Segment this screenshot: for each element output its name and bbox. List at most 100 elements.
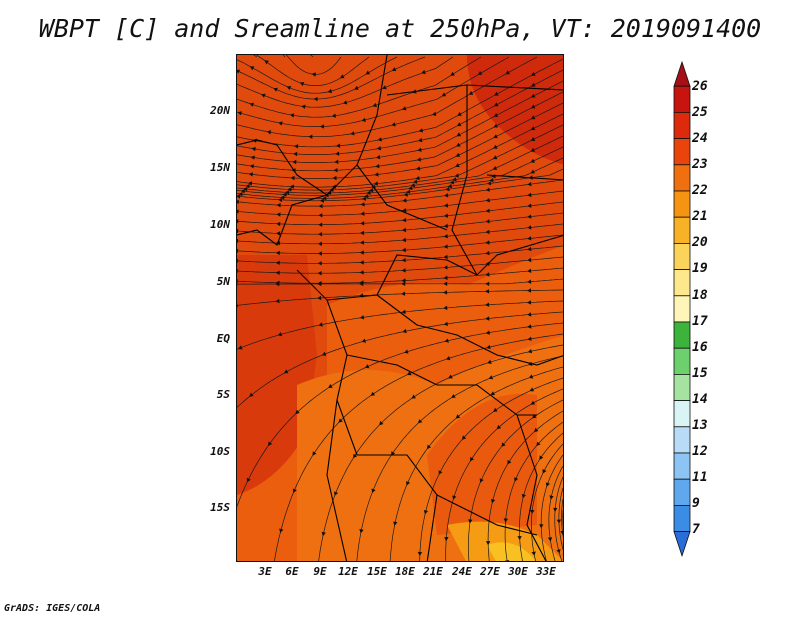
streamline-arrow xyxy=(249,66,255,71)
streamline-arrow xyxy=(321,351,327,356)
streamline-arrow xyxy=(503,518,508,523)
streamline-arrow xyxy=(443,321,448,326)
streamline-arrow xyxy=(360,230,365,236)
streamline xyxy=(318,344,563,561)
country-border xyxy=(376,294,563,366)
streamline-arrow xyxy=(238,192,243,197)
streamline-arrow xyxy=(372,102,377,108)
streamline-arrow xyxy=(479,478,484,483)
streamline-arrow xyxy=(293,151,298,157)
colorbar-swatch xyxy=(673,60,691,87)
streamline-arrow xyxy=(401,237,406,243)
country-border xyxy=(356,164,448,231)
streamline-arrow xyxy=(243,186,248,192)
streamline-arrow xyxy=(485,281,490,286)
streamline-arrow xyxy=(406,371,412,376)
streamline-arrow xyxy=(501,442,506,447)
streamline xyxy=(310,55,314,58)
streamline-arrow xyxy=(527,181,532,187)
colorbar-swatch xyxy=(673,190,691,218)
streamline xyxy=(562,532,563,535)
streamline-arrow xyxy=(443,234,448,239)
colorbar-label-16: 16 xyxy=(692,340,708,355)
streamline-arrow xyxy=(547,537,553,542)
streamline-arrow xyxy=(504,560,510,561)
chart-title: WBPT [C] and Sreamline at 250hPa, VT: 20… xyxy=(38,14,762,43)
streamline-arrow xyxy=(295,409,300,415)
streamline-arrow xyxy=(452,495,457,500)
streamline-arrow xyxy=(449,180,455,185)
colorbar-swatch xyxy=(673,426,691,454)
streamline xyxy=(237,322,563,508)
streamline xyxy=(237,80,563,163)
streamline-arrow xyxy=(485,198,490,203)
streamline-arrow xyxy=(364,194,369,199)
streamline-arrow xyxy=(494,91,499,96)
streamline-arrow xyxy=(454,173,459,178)
streamline-arrow xyxy=(266,130,272,135)
streamline-arrow xyxy=(417,147,422,152)
streamline-arrow xyxy=(353,453,358,459)
streamline-arrow xyxy=(527,312,532,317)
country-border xyxy=(237,55,388,246)
country-border xyxy=(516,414,547,561)
streamline-arrow xyxy=(527,257,532,263)
streamline-arrow xyxy=(290,175,295,181)
streamline-arrow xyxy=(359,315,365,320)
streamline-arrow xyxy=(488,375,494,380)
streamline xyxy=(237,256,563,274)
colorbar-swatch xyxy=(673,295,691,323)
colorbar-swatch xyxy=(673,400,691,428)
streamline-arrow xyxy=(457,111,462,116)
streamline-arrow xyxy=(359,281,364,287)
streamline-arrow xyxy=(311,72,316,77)
colorbar-swatch xyxy=(673,164,691,192)
streamline-arrow xyxy=(331,113,336,118)
streamline-arrow xyxy=(308,134,313,139)
streamline-arrow xyxy=(237,69,241,74)
colorbar-label-24: 24 xyxy=(692,131,708,146)
streamline-arrow xyxy=(237,248,238,254)
streamline-arrow xyxy=(556,519,562,524)
streamline-arrow xyxy=(443,305,448,310)
streamline-arrow xyxy=(560,530,563,535)
streamline-arrow xyxy=(492,155,498,160)
lon-label-18e: 18E xyxy=(395,565,415,578)
streamline-arrow xyxy=(335,151,340,156)
streamline-arrow xyxy=(401,291,406,296)
streamline-arrow xyxy=(369,188,374,193)
streamline xyxy=(419,377,563,561)
streamline-arrow xyxy=(468,90,474,95)
streamline xyxy=(237,179,563,207)
streamline xyxy=(561,498,563,538)
streamline-arrow xyxy=(530,158,535,163)
colorbar-swatch xyxy=(673,478,691,506)
streamline-arrow xyxy=(408,186,413,191)
streamline-arrow xyxy=(539,524,544,529)
streamline-arrow xyxy=(485,240,490,245)
streamline-arrow xyxy=(275,260,280,265)
colorbar-label-14: 14 xyxy=(692,392,708,407)
streamline xyxy=(562,543,563,545)
streamline-arrow xyxy=(461,435,467,440)
streamline-arrow xyxy=(334,159,339,164)
colorbar-label-11: 11 xyxy=(692,470,708,485)
lon-label-3e: 3E xyxy=(258,565,272,578)
streamline-arrow xyxy=(443,213,449,218)
streamline xyxy=(237,157,563,199)
streamline-arrow xyxy=(402,208,407,213)
streamline-arrow xyxy=(489,178,494,183)
streamline-arrow xyxy=(444,338,449,343)
streamline-arrow xyxy=(376,154,381,160)
streamline-arrow xyxy=(505,70,510,75)
colorbar-swatch xyxy=(673,112,691,140)
lat-label-20n: 20N xyxy=(210,104,230,117)
streamline xyxy=(237,223,563,245)
streamline-arrow xyxy=(393,521,398,526)
streamline-arrow xyxy=(327,88,332,94)
streamline-arrow xyxy=(251,146,256,152)
streamline xyxy=(562,509,563,528)
streamline-arrow xyxy=(285,190,290,195)
streamline-arrow xyxy=(487,181,492,186)
country-border xyxy=(466,84,563,91)
